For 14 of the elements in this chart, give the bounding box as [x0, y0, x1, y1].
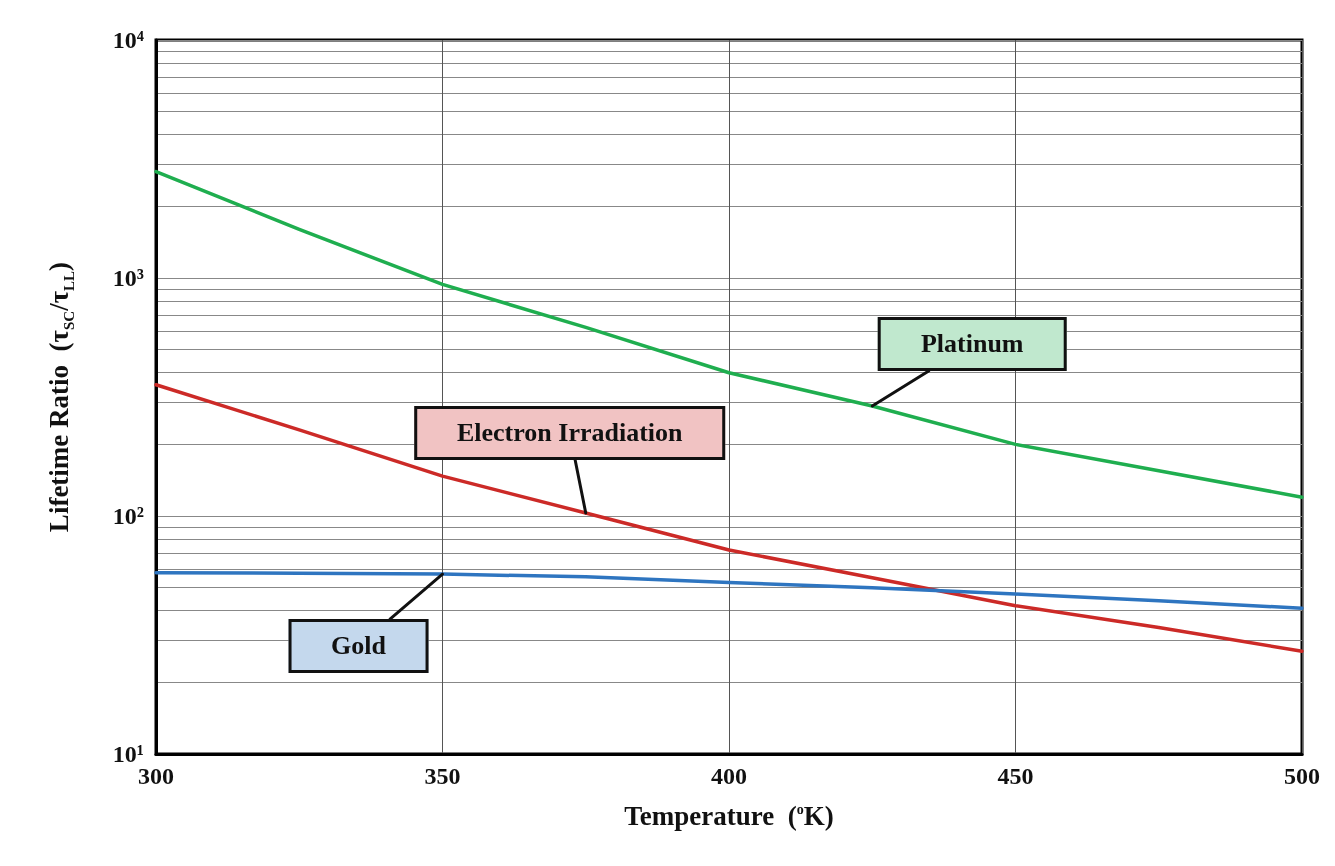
- y-tick-label: 10⁴: [112, 27, 144, 53]
- x-tick-label: 350: [424, 763, 461, 789]
- x-tick-label: 400: [711, 763, 747, 789]
- line-series: [154, 571, 1304, 610]
- line-series: [154, 169, 1304, 499]
- callout-box: Platinum: [877, 316, 1067, 371]
- x-tick-label: 500: [1284, 763, 1320, 789]
- callout-box: Gold: [288, 619, 429, 674]
- y-tick-label: 10²: [112, 503, 144, 529]
- x-tick-label: 450: [997, 763, 1034, 789]
- y-tick-label: 10³: [112, 265, 144, 291]
- line-series: [154, 383, 1304, 654]
- callout-box: Electron Irradiation: [413, 405, 726, 460]
- y-axis-title: Lifetime Ratio (τSC/τLL): [44, 261, 77, 533]
